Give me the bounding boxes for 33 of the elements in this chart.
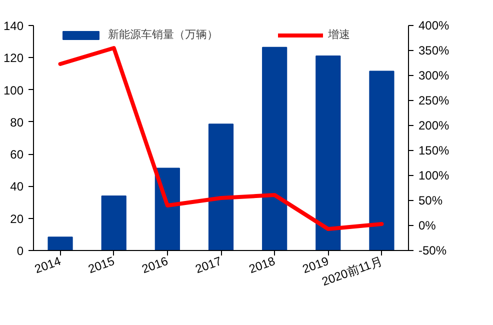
y2-tick-label: 350%: [418, 44, 450, 58]
y-tick-label: 140: [3, 19, 24, 33]
line-series: [58, 46, 384, 231]
bar: [316, 56, 341, 250]
y2-tick-label: 50%: [418, 194, 443, 208]
y-tick-label: 100: [3, 83, 24, 98]
y-tick-label: 80: [10, 115, 24, 130]
legend-label: 增速: [328, 28, 350, 42]
bar: [369, 70, 394, 250]
y-tick-label: 20: [10, 212, 24, 226]
x-tick-label: 2018: [247, 254, 278, 276]
y-tick-label: 60: [10, 148, 24, 162]
bar: [48, 236, 73, 250]
y2-tick-label: -50%: [418, 244, 447, 258]
bar: [208, 124, 234, 250]
y-tick-label: 0: [16, 244, 24, 258]
bar: [101, 196, 126, 250]
bar: [154, 168, 180, 250]
y2-tick-label: 250%: [418, 94, 450, 108]
y2-tick-label: 400%: [418, 18, 450, 32]
y-tick-label: 40: [10, 180, 24, 194]
bar: [262, 46, 288, 250]
y-tick-label: 120: [3, 51, 24, 66]
y2-tick-label: 100%: [418, 168, 450, 182]
x-tick-label: 2014: [32, 254, 63, 276]
y2-tick-label: 0%: [418, 218, 436, 232]
y2-tick-label: 200%: [418, 118, 450, 132]
legend-label: 新能源车销量（万辆）: [108, 28, 218, 42]
x-tick-label: 2015: [86, 254, 117, 276]
y2-tick-label: 150%: [418, 144, 450, 158]
x-tick-label: 2017: [194, 254, 224, 276]
y2-tick-label: 300%: [418, 68, 450, 82]
x-tick-label: 2016: [140, 254, 170, 276]
